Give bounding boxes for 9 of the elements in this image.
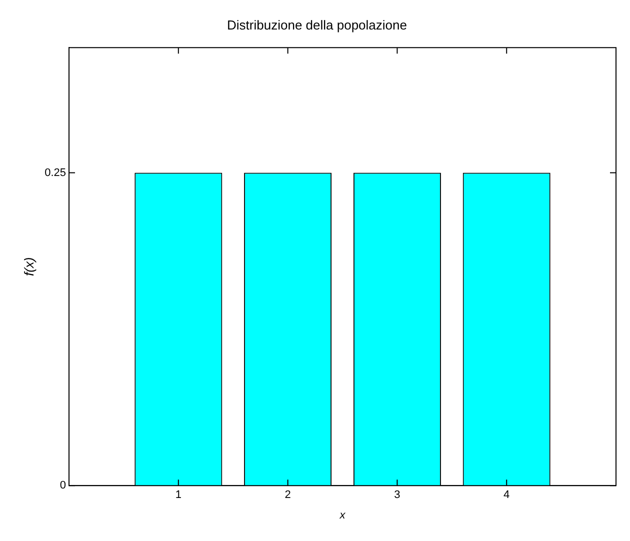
x-tick-label: 1 <box>175 489 182 502</box>
y-tick-label: 0 <box>60 480 66 492</box>
x-axis-title: x <box>338 509 346 522</box>
y-axis-title: f(x) <box>21 257 36 276</box>
y-tick-label: 0.25 <box>44 166 66 179</box>
x-tick-label: 2 <box>284 489 291 502</box>
x-tick-label: 3 <box>394 489 400 502</box>
chart-title: Distribuzione della popolazione <box>227 17 407 32</box>
x-tick-label: 4 <box>504 489 510 502</box>
